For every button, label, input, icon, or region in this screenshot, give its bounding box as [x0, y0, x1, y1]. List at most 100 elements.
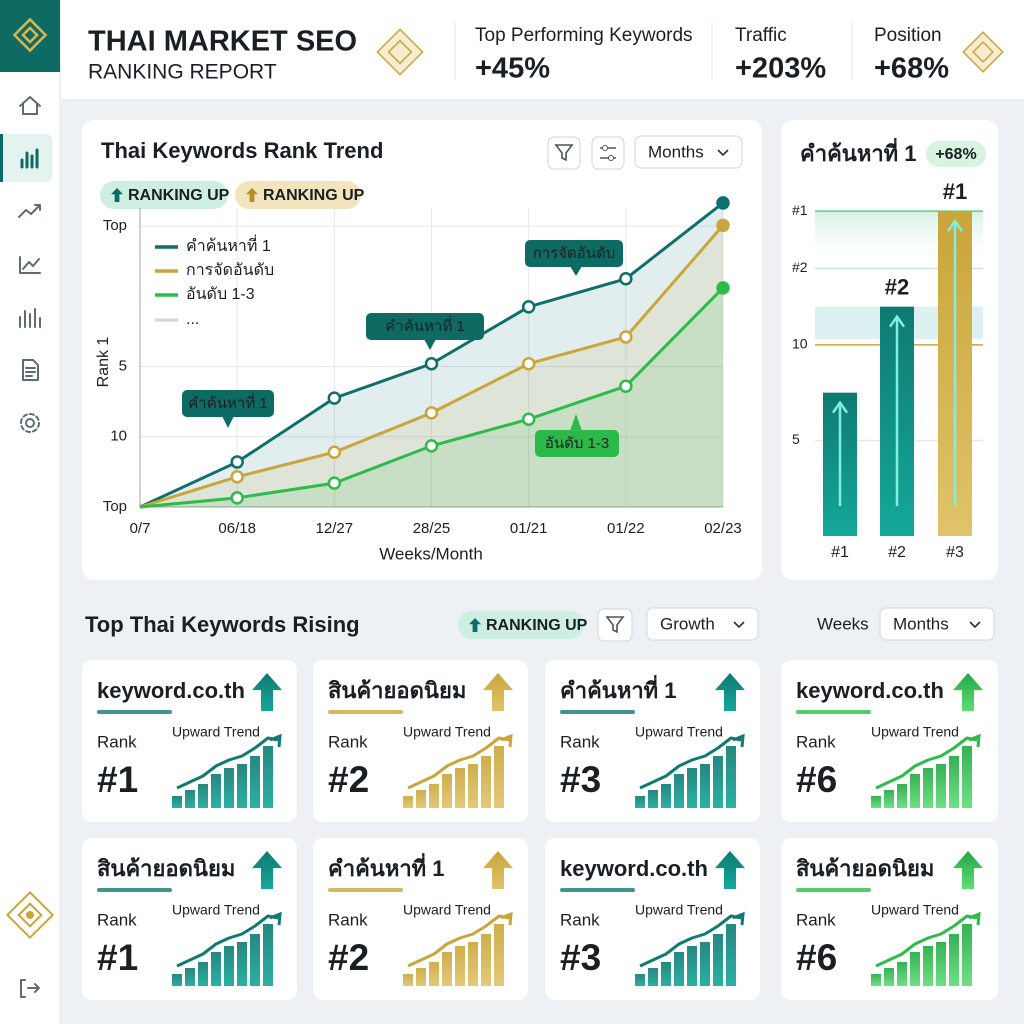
metric-label: Top Performing Keywords: [475, 25, 693, 46]
mini-bar: [661, 962, 671, 986]
mini-bar: [250, 934, 260, 986]
rank: #2: [328, 937, 369, 978]
mini-bar: [442, 952, 452, 986]
header-title: THAI MARKET SEO: [88, 26, 357, 58]
point: [521, 356, 536, 371]
point: [327, 476, 342, 490]
legend-label: คำค้นหาที่ 1: [186, 234, 271, 255]
annotation: คำค้นหาที่ 1: [188, 392, 267, 412]
point: [327, 391, 342, 405]
nav-docs[interactable]: [22, 359, 39, 381]
x-tick-label: 0/7: [130, 520, 151, 537]
annotation-box: [366, 313, 484, 340]
mini-bar: [936, 764, 946, 808]
x-tick-label: 12/27: [316, 520, 354, 537]
bar-arrow: [946, 218, 964, 506]
badge-text: +68%: [935, 146, 976, 163]
mini-trend: [176, 736, 279, 790]
point: [619, 379, 633, 393]
keyword-underline: [796, 710, 871, 714]
mini-trend: [639, 736, 742, 790]
nav-stats[interactable]: [19, 308, 41, 328]
mini-bar: [674, 952, 684, 986]
nav-settings-ring: [20, 413, 40, 433]
rank: #3: [560, 759, 601, 800]
mini-trend: [875, 914, 978, 968]
mini-bar: [936, 942, 946, 986]
y-tick-label: #2: [792, 259, 808, 275]
annotation: อันดับ 1-3: [545, 435, 609, 452]
mini-bar: [403, 974, 413, 986]
nav-analytics[interactable]: [19, 256, 41, 274]
x-axis-label: Weeks/Month: [379, 544, 483, 563]
badge: [100, 181, 228, 209]
nav-settings[interactable]: [25, 418, 35, 428]
rank: #1: [97, 759, 138, 800]
metric-label: Traffic: [735, 25, 787, 46]
keyword: สินค้ายอดนิยม: [328, 678, 466, 703]
badge: [235, 181, 361, 209]
period-dropdown[interactable]: [634, 135, 743, 169]
point: [230, 470, 244, 484]
keyword: keyword.co.th: [796, 678, 944, 703]
mini-bar: [923, 946, 933, 986]
nav-trends[interactable]: [18, 204, 41, 218]
mini-bar: [468, 942, 478, 986]
legend-label: อันดับ 1-3: [186, 286, 255, 303]
y-axis-label: Rank 1: [95, 337, 112, 388]
bar-arrow: [831, 400, 849, 506]
mini-bar: [700, 764, 710, 808]
filter-button[interactable]: [597, 608, 633, 642]
metric-value: +203%: [735, 53, 826, 85]
period-dropdown-text: Months: [893, 614, 949, 633]
mini-bar: [455, 946, 465, 986]
nav-active-bar: [0, 134, 3, 182]
badge: [926, 141, 986, 167]
mini-bar: [674, 774, 684, 808]
nav-reports[interactable]: [20, 148, 39, 169]
y-tick-label: 10: [110, 428, 127, 445]
metric-value: +45%: [475, 53, 550, 85]
trend-label: Upward Trend: [871, 724, 959, 740]
mini-trend: [176, 914, 279, 968]
slider-knob: [602, 145, 608, 151]
slider-knob: [608, 155, 614, 161]
growth-dropdown[interactable]: [646, 607, 759, 641]
keyword: คำค้นหาที่ 1: [328, 852, 445, 881]
mini-bar: [429, 962, 439, 986]
point: [716, 196, 730, 210]
filter-button[interactable]: [547, 136, 581, 170]
rank-label: Rank: [328, 910, 368, 929]
mini-bar: [713, 934, 723, 986]
rank-label: Rank: [97, 732, 137, 751]
point: [424, 439, 439, 453]
mini-bar: [700, 942, 710, 986]
trend-card: [82, 120, 762, 580]
nav-logout[interactable]: [20, 979, 40, 998]
badge-arrow: [246, 188, 258, 202]
keyword: คำค้นหาที่ 1: [560, 674, 677, 703]
nav-home[interactable]: [19, 96, 41, 115]
keyword: สินค้ายอดนิยม: [97, 856, 235, 881]
section-title: Top Thai Keywords Rising: [85, 612, 360, 637]
x-tick-label: #1: [831, 544, 849, 561]
mini-bar: [185, 790, 195, 808]
keyword: keyword.co.th: [97, 678, 245, 703]
annotation-box: [182, 390, 274, 417]
rank-label: Rank: [97, 910, 137, 929]
point: [521, 412, 536, 426]
mini-bar: [962, 924, 972, 986]
mini-trend-head: [269, 733, 282, 748]
period-dropdown[interactable]: [879, 607, 995, 641]
keyword-underline: [97, 710, 172, 714]
annotation-box: [525, 240, 623, 267]
trend-label: Upward Trend: [403, 724, 491, 740]
mini-trend-head: [968, 733, 981, 748]
mini-bar: [726, 924, 736, 986]
x-tick-label: #3: [946, 544, 964, 561]
settings-button[interactable]: [591, 136, 625, 170]
annotation: การจัดอันดับ: [533, 245, 616, 262]
mini-bar: [726, 746, 736, 808]
mini-trend: [875, 736, 978, 790]
